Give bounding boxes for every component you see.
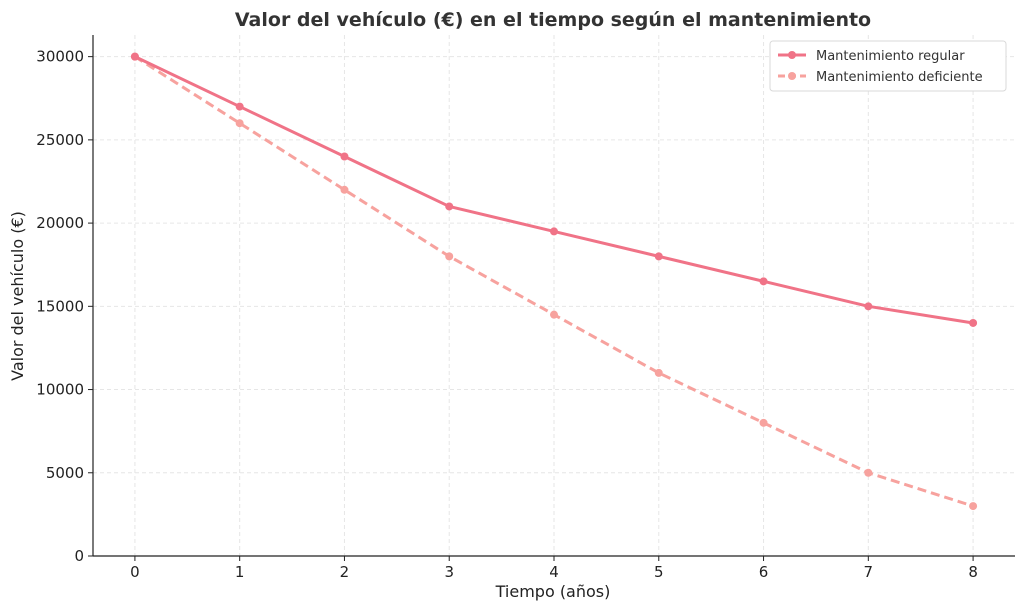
x-tick-label: 7 <box>864 563 874 581</box>
x-tick-label: 2 <box>340 563 350 581</box>
grid-lines <box>93 35 1015 557</box>
data-point-regular <box>759 277 768 286</box>
data-point-deficient <box>445 252 454 261</box>
x-tick-label: 8 <box>968 563 978 581</box>
legend-label-regular: Mantenimiento regular <box>816 49 965 64</box>
legend-marker-regular <box>788 51 796 59</box>
x-tick-label: 5 <box>654 563 664 581</box>
y-axis-label: Valor del vehículo (€) <box>8 211 27 381</box>
legend-label-deficient: Mantenimiento deficiente <box>816 70 983 85</box>
x-tick-label: 0 <box>130 563 140 581</box>
x-tick-label: 1 <box>235 563 245 581</box>
x-tick-label: 6 <box>759 563 769 581</box>
chart-title: Valor del vehículo (€) en el tiempo segú… <box>235 9 871 31</box>
y-tick-label: 20000 <box>36 214 84 232</box>
data-point-deficient <box>864 468 873 477</box>
y-tick-label: 30000 <box>36 48 84 66</box>
data-point-deficient <box>340 185 349 194</box>
tick-labels: 0 1 2 3 4 5 6 7 8 0 5000 10000 15000 20000 25000 30000 <box>36 48 978 581</box>
data-point-regular <box>235 102 244 111</box>
data-point-deficient <box>654 368 663 377</box>
data-point-regular <box>550 227 558 236</box>
y-tick-label: 25000 <box>36 131 84 149</box>
x-axis-label: Tiempo (años) <box>495 582 611 601</box>
legend: Mantenimiento regular Mantenimiento defi… <box>769 40 1007 92</box>
y-tick-label: 0 <box>74 547 84 565</box>
data-point-deficient <box>235 119 244 128</box>
legend-marker-deficient <box>788 72 796 80</box>
data-point-regular <box>969 318 978 327</box>
data-point-deficient <box>759 418 768 427</box>
data-point-deficient <box>550 310 558 319</box>
y-tick-label: 10000 <box>36 381 84 399</box>
y-tick-label: 5000 <box>46 464 84 482</box>
data-point-regular <box>654 252 663 261</box>
data-point-regular <box>864 302 873 311</box>
x-tick-label: 3 <box>444 563 454 581</box>
data-point-deficient <box>969 502 978 511</box>
data-point-regular <box>340 152 349 161</box>
legend-box <box>769 40 1007 92</box>
data-point-regular <box>130 52 139 61</box>
data-series <box>130 52 978 511</box>
x-tick-label: 4 <box>549 563 559 581</box>
data-point-regular <box>445 202 454 211</box>
y-tick-label: 15000 <box>36 297 84 315</box>
